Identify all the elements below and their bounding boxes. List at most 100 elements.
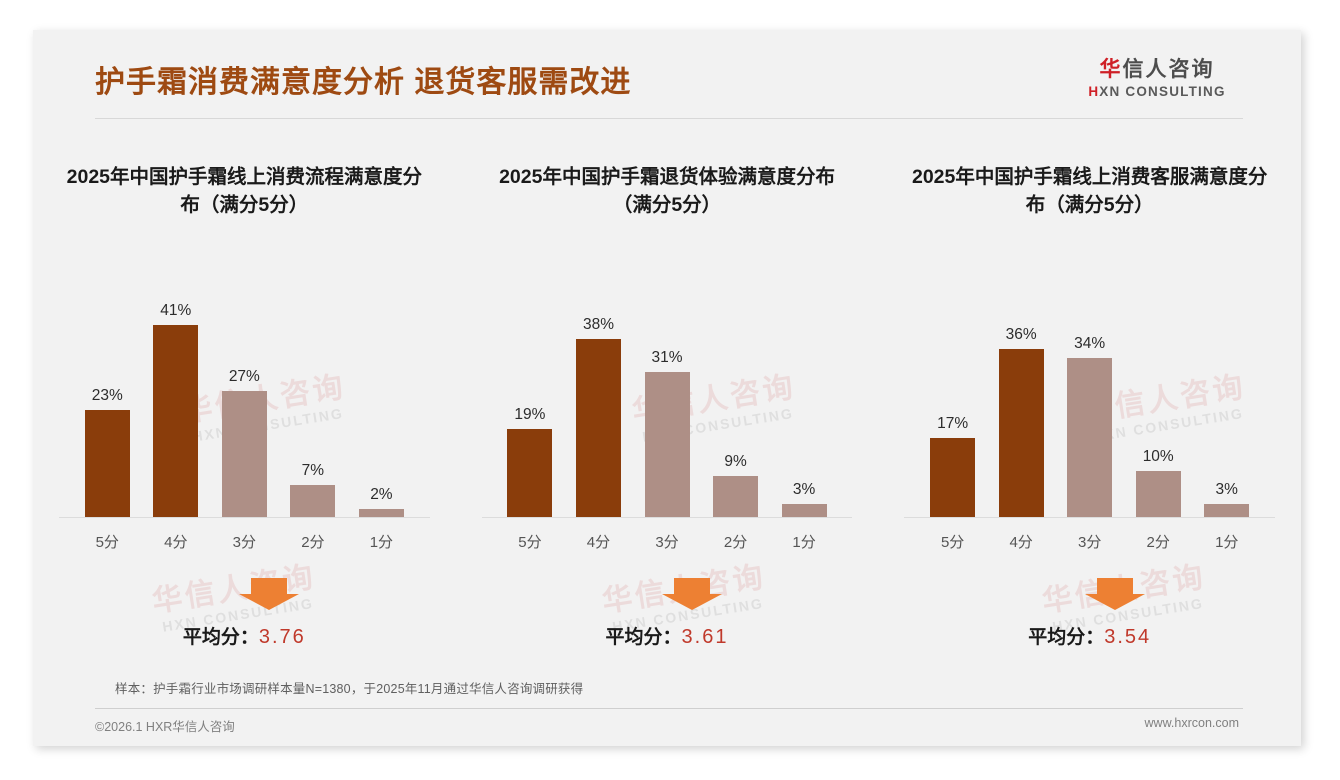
x-tick-label: 5分	[95, 534, 119, 551]
x-tick-label: 4分	[586, 534, 611, 551]
bar-value-label: 27%	[228, 368, 260, 386]
x-tick-label: 5分	[940, 534, 965, 551]
logo-english-name: HXN CONSULTING	[1067, 84, 1247, 99]
bar-value-label: 19%	[514, 405, 546, 423]
arrow-head	[662, 594, 722, 610]
bar-value-label: 2%	[370, 485, 393, 503]
bar[interactable]	[998, 348, 1044, 518]
x-tick-label: 3分	[232, 534, 256, 551]
x-axis-labels-1: 5分 4分 3分 2分 1分	[73, 518, 416, 552]
arrow-row-1	[47, 578, 442, 612]
slide-canvas: 华信人咨询 HXN CONSULTING 华信人咨询 HXN CONSULTIN…	[33, 30, 1301, 746]
down-arrow-icon	[662, 578, 722, 610]
down-arrow-icon	[1084, 578, 1145, 610]
chart-title-2: 2025年中国护手霜退货体验满意度分布（满分5分）	[499, 166, 835, 216]
chart-title-3: 2025年中国护手霜线上消费客服满意度分布（满分5分）	[911, 166, 1268, 216]
bar-value-label: 3%	[1215, 480, 1238, 498]
average-score-2: 平均分：3.61	[470, 622, 865, 649]
bar-slot: 41%	[142, 272, 211, 518]
bar-slot: 10%	[1124, 272, 1193, 518]
bar-plot-1: 23% 41% 27% 7%	[59, 272, 430, 518]
down-arrow-icon	[239, 578, 300, 610]
bar-value-label: 9%	[724, 452, 747, 470]
arrow-row-3	[892, 578, 1287, 612]
bar[interactable]	[84, 409, 130, 518]
company-logo: 华信人咨询 HXN CONSULTING	[1067, 58, 1247, 99]
bar-slot: 34%	[1055, 272, 1124, 518]
x-tick-label: 5分	[518, 534, 542, 551]
website-url[interactable]: www.hxrcon.com	[1144, 716, 1239, 730]
bar-slot: 27%	[210, 272, 279, 518]
logo-en-rest: XN CONSULTING	[1099, 84, 1226, 100]
bar[interactable]	[575, 339, 621, 518]
bar[interactable]	[221, 391, 267, 518]
logo-chinese-name: 华信人咨询	[1067, 58, 1247, 81]
slide-footer: ©2026.1 HXR华信人咨询 www.hxrcon.com	[33, 716, 1301, 746]
page-title: 护手霜消费满意度分析 退货客服需改进	[95, 66, 632, 99]
bar-slot: 3%	[770, 272, 839, 518]
footer-divider	[95, 708, 1243, 709]
average-label: 平均分：	[1028, 627, 1105, 648]
copyright-text: ©2026.1 HXR华信人咨询	[95, 720, 235, 734]
bar[interactable]	[1067, 358, 1113, 518]
bar-value-label: 7%	[301, 462, 325, 480]
bar-slot: 31%	[633, 272, 702, 518]
arrow-head	[1084, 594, 1145, 610]
bar-group-3: 17% 36% 34% 10%	[918, 272, 1261, 518]
bar-slot: 38%	[564, 272, 633, 518]
bar-group-2: 19% 38% 31% 9%	[496, 272, 839, 518]
bar-slot: 3%	[1192, 272, 1261, 518]
bar[interactable]	[290, 485, 336, 518]
sample-footnote: 样本：护手霜行业市场调研样本量N=1380，于2025年11月通过华信人咨询调研…	[115, 682, 584, 696]
x-tick-label: 3分	[1078, 534, 1102, 551]
logo-en-accent: H	[1088, 84, 1100, 100]
arrow-stem	[251, 578, 288, 594]
bar-slot: 7%	[279, 272, 348, 518]
x-axis-line	[59, 517, 430, 518]
bar-slot: 36%	[987, 272, 1056, 518]
average-value: 3.61	[681, 626, 729, 648]
arrow-row-2	[470, 578, 865, 612]
bar-slot: 17%	[918, 272, 987, 518]
bar-value-label: 41%	[160, 302, 192, 320]
average-value: 3.76	[258, 626, 306, 648]
logo-cn-rest: 信人咨询	[1122, 58, 1215, 81]
bar-slot: 2%	[347, 272, 416, 518]
bar-slot: 9%	[701, 272, 770, 518]
bar[interactable]	[1204, 503, 1250, 518]
bar[interactable]	[930, 438, 976, 518]
bar-group-1: 23% 41% 27% 7%	[73, 272, 416, 518]
bar-slot: 23%	[73, 272, 142, 518]
bar-value-label: 38%	[582, 316, 614, 334]
chart-panel-3: 2025年中国护手霜线上消费客服满意度分布（满分5分） 17% 36% 34%	[878, 140, 1301, 660]
bar-plot-2: 19% 38% 31% 9%	[481, 272, 853, 518]
arrow-head	[239, 594, 300, 610]
chart-title-1: 2025年中国护手霜线上消费流程满意度分布（满分5分）	[66, 166, 423, 216]
bar[interactable]	[358, 508, 404, 518]
bar[interactable]	[507, 428, 553, 518]
bar-value-label: 36%	[1005, 325, 1037, 343]
average-value: 3.54	[1104, 626, 1152, 648]
bar[interactable]	[644, 372, 690, 518]
x-tick-label: 4分	[1009, 534, 1033, 551]
chart-panel-2: 2025年中国护手霜退货体验满意度分布（满分5分） 19% 38% 31%	[456, 140, 879, 660]
x-tick-label: 2分	[301, 534, 325, 551]
bar-value-label: 34%	[1074, 335, 1106, 353]
x-tick-label: 3分	[655, 534, 679, 551]
x-tick-label: 4分	[164, 534, 188, 551]
bar-value-label: 23%	[91, 386, 123, 404]
x-axis-labels-2: 5分 4分 3分 2分 1分	[496, 518, 839, 552]
x-axis-labels-3: 5分 4分 3分 2分 1分	[918, 518, 1261, 552]
arrow-stem	[674, 578, 710, 594]
chart-panels-row: 2025年中国护手霜线上消费流程满意度分布（满分5分） 23% 41% 27%	[33, 140, 1301, 660]
bar-value-label: 17%	[937, 415, 969, 433]
arrow-stem	[1096, 578, 1133, 594]
logo-accent-char: 华	[1099, 58, 1123, 81]
bar[interactable]	[713, 475, 759, 518]
chart-panel-1: 2025年中国护手霜线上消费流程满意度分布（满分5分） 23% 41% 27%	[33, 140, 456, 660]
bar[interactable]	[153, 325, 199, 518]
bar[interactable]	[1135, 471, 1181, 518]
average-label: 平均分：	[182, 627, 259, 648]
header-divider	[95, 118, 1243, 119]
bar[interactable]	[781, 503, 827, 518]
